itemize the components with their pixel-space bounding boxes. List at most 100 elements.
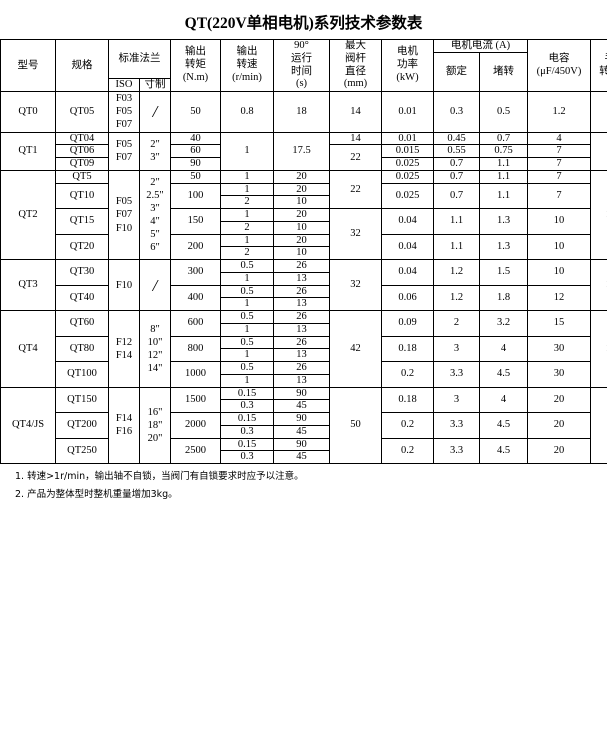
cell-spec: QT5 bbox=[55, 169, 109, 184]
cell-motor-power: 0.025 bbox=[381, 182, 434, 210]
cell-capacitor: 7 bbox=[527, 144, 592, 159]
table-row: 0.3 45 bbox=[1, 424, 607, 439]
cell-current-rated: 1.1 bbox=[433, 233, 480, 261]
page-title: QT(220V单相电机)系列技术参数表 bbox=[184, 15, 423, 32]
header-output-torque-l2: 转矩 bbox=[185, 59, 206, 71]
cell-flange-inch: 2" 2.5" 3" 4" 5" 6" bbox=[139, 169, 171, 261]
cell-torque: 100 bbox=[170, 182, 221, 210]
cell-current-rated: 3.3 bbox=[433, 412, 480, 439]
cell-capacitor: 30 bbox=[527, 335, 592, 363]
cell-spec: QT15 bbox=[55, 208, 109, 235]
cell-torque: 800 bbox=[170, 335, 221, 363]
cell-stem-diameter: 22 bbox=[329, 169, 382, 210]
cell-runtime: 90 bbox=[273, 437, 330, 452]
cell-flange-iso: F12 F14 bbox=[108, 310, 140, 388]
cell-spec: QT150 bbox=[55, 386, 109, 414]
header-runtime-l2: 运行 bbox=[291, 52, 312, 64]
cell-model: QT0 bbox=[0, 91, 56, 133]
cell-stem-diameter: 32 bbox=[329, 259, 382, 312]
header-stem-diameter: 最大 阀杆 直径 (mm) bbox=[329, 38, 382, 93]
cell-handwheel: / bbox=[590, 91, 607, 133]
cell-runtime: 13 bbox=[273, 271, 330, 286]
header-output-torque-unit: (N.m) bbox=[182, 71, 209, 83]
cell-spec: QT250 bbox=[55, 437, 109, 465]
header-stem-l1: 最大 bbox=[345, 40, 366, 51]
cell-current-rated: 0.45 bbox=[433, 131, 480, 146]
cell-motor-power: 0.01 bbox=[381, 131, 434, 146]
cell-capacitor: 1.2 bbox=[527, 91, 592, 133]
cell-motor-power: 0.04 bbox=[381, 259, 434, 286]
header-model: 型号 bbox=[0, 38, 56, 93]
cell-speed: 0.3 bbox=[220, 450, 274, 465]
header-power-l2: 功率 bbox=[397, 59, 418, 71]
footnote-1: 1. 转速>1r/min，输出轴不自锁，当阀门有自锁要求时应予以注意。 bbox=[15, 471, 304, 483]
cell-speed: 1 bbox=[220, 373, 274, 388]
cell-runtime: 10 bbox=[273, 195, 330, 210]
cell-current-stall: 1.8 bbox=[478, 284, 529, 312]
cell-speed: 1 bbox=[220, 182, 274, 197]
table-row: QT10 100 1 20 0.025 0.7 1.1 7 bbox=[1, 182, 607, 210]
header-motor-power: 电机 功率 (kW) bbox=[381, 38, 434, 93]
header-output-speed-l1: 输出 bbox=[236, 46, 258, 58]
cell-torque: 300 bbox=[170, 259, 221, 286]
table-row: QT0QT05F03F05F07/500.818140.010.30.51.2/… bbox=[0, 91, 607, 133]
cell-current-rated: 3.3 bbox=[433, 437, 480, 465]
cell-runtime: 45 bbox=[273, 424, 330, 439]
cell-motor-power: 0.06 bbox=[381, 284, 434, 312]
cell-runtime: 26 bbox=[273, 284, 330, 299]
cell-current-rated: 0.7 bbox=[433, 182, 480, 210]
cell-runtime: 20 bbox=[273, 208, 330, 222]
cell-flange-iso: F05 F07 bbox=[108, 131, 140, 171]
cell-runtime: 26 bbox=[273, 259, 330, 273]
header-flange-group: 标准法兰 bbox=[108, 38, 171, 80]
header-output-torque: 输出 转矩 (N.m) bbox=[170, 38, 221, 93]
cell-handwheel: 8.5 bbox=[590, 131, 607, 171]
cell-handwheel: 10.5 bbox=[590, 169, 607, 261]
cell-current-stall: 0.75 bbox=[478, 144, 529, 159]
table-row: QT4 QT60 F12 F14 8" 10" 12" 14" 600 0.5 26 42 0.09 2 3… bbox=[0, 310, 607, 388]
cell-motor-power: 0.18 bbox=[381, 386, 434, 414]
cell-current-stall: 4.5 bbox=[478, 412, 529, 439]
cell-flange-iso: F14 F16 bbox=[108, 386, 140, 465]
cell-current-rated: 1.2 bbox=[433, 259, 480, 286]
spec-table: 型号 规格 标准法兰 输出 转矩 (N.m) 输出 转速 (r/min) bbox=[0, 38, 607, 465]
cell-capacitor: 10 bbox=[527, 233, 592, 261]
header-runtime-l1: 90° bbox=[294, 40, 309, 51]
cell-current-stall: 3.2 bbox=[478, 310, 529, 337]
header-stem-unit: (mm) bbox=[343, 78, 368, 90]
cell-spec: QT200 bbox=[55, 412, 109, 439]
cell-runtime: 26 bbox=[273, 335, 330, 350]
header-flange-inch: 寸制 bbox=[139, 78, 171, 93]
header-output-torque-l1: 输出 bbox=[185, 46, 206, 58]
header-current-stall: 堵转 bbox=[478, 51, 529, 93]
cell-runtime: 10 bbox=[273, 220, 330, 235]
cell-spec: QT80 bbox=[55, 335, 109, 363]
cell-capacitor: 7 bbox=[527, 182, 592, 210]
header-row-1: 型号 规格 标准法兰 输出 转矩 (N.m) 输出 转速 (r/min) bbox=[0, 38, 607, 93]
table-row: 0.3 45 bbox=[1, 399, 607, 414]
cell-spec: QT10 bbox=[55, 182, 109, 210]
cell-runtime: 13 bbox=[273, 297, 330, 312]
cell-spec: QT60 bbox=[55, 310, 109, 337]
cell-current-rated: 1.1 bbox=[433, 208, 480, 235]
header-capacitor-l1: 电容 bbox=[548, 52, 570, 64]
cell-motor-power: 0.025 bbox=[381, 169, 434, 184]
cell-torque: 2500 bbox=[170, 437, 221, 465]
cell-current-stall: 1.1 bbox=[478, 182, 529, 210]
cell-speed: 0.5 bbox=[220, 335, 274, 350]
cell-motor-power: 0.025 bbox=[381, 157, 434, 171]
cell-speed: 0.8 bbox=[220, 91, 274, 133]
cell-current-rated: 2 bbox=[433, 310, 480, 337]
cell-current-stall: 4 bbox=[478, 386, 529, 414]
cell-spec: QT100 bbox=[55, 361, 109, 388]
cell-flange-inch: 16" 18" 20" bbox=[139, 386, 171, 465]
cell-current-rated: 3 bbox=[433, 386, 480, 414]
header-current-rated: 额定 bbox=[433, 51, 480, 93]
cell-speed: 2 bbox=[220, 195, 274, 210]
cell-speed: 1 bbox=[220, 297, 274, 312]
